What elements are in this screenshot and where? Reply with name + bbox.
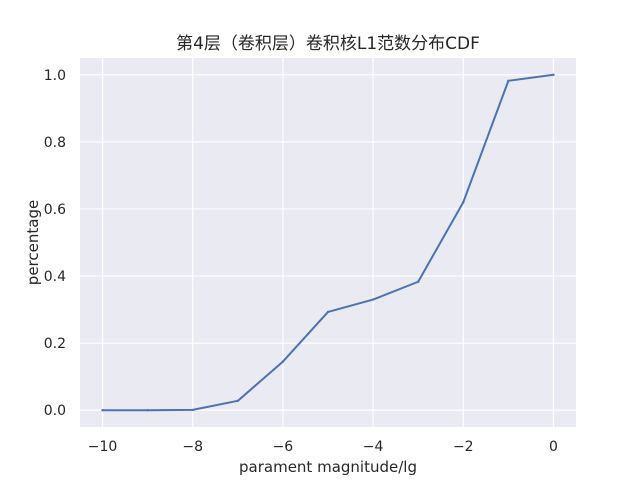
data-point xyxy=(236,399,240,403)
x-tick-label: −6 xyxy=(273,439,294,455)
y-tick-label: 1.0 xyxy=(44,68,66,84)
plot-background xyxy=(80,58,576,427)
y-tick-label: 0.6 xyxy=(44,202,66,218)
x-gridlines xyxy=(101,58,555,427)
y-tick-labels: 0.0 0.2 0.4 0.6 0.8 1.0 xyxy=(44,68,66,419)
x-tick-label: 0 xyxy=(549,439,558,455)
series-layer xyxy=(101,73,555,412)
x-tick-labels: −10 −8 −6 −4 −2 0 xyxy=(88,439,558,455)
data-point xyxy=(416,280,420,283)
x-axis-label: parament magnitude/lg xyxy=(239,458,417,476)
x-tick-label: −8 xyxy=(182,439,203,455)
data-point xyxy=(462,201,465,204)
y-tick-label: 0.8 xyxy=(44,135,66,151)
y-tick-label: 0.4 xyxy=(44,269,66,285)
chart-title: 第4层（卷积层）卷积核L1范数分布CDF xyxy=(176,34,480,54)
y-tick-label: 0.0 xyxy=(44,403,66,419)
data-point xyxy=(191,408,194,412)
x-tick-label: −10 xyxy=(88,439,118,455)
data-point xyxy=(326,310,330,314)
data-point xyxy=(507,79,510,83)
data-point xyxy=(281,360,285,363)
y-axis-label: percentage xyxy=(24,200,42,285)
x-tick-label: −2 xyxy=(453,439,474,455)
x-tick-label: −4 xyxy=(363,439,384,455)
data-point xyxy=(371,298,375,301)
data-point xyxy=(146,409,149,412)
data-point xyxy=(101,409,104,412)
data-point xyxy=(552,73,555,76)
y-tick-label: 0.2 xyxy=(44,336,66,352)
